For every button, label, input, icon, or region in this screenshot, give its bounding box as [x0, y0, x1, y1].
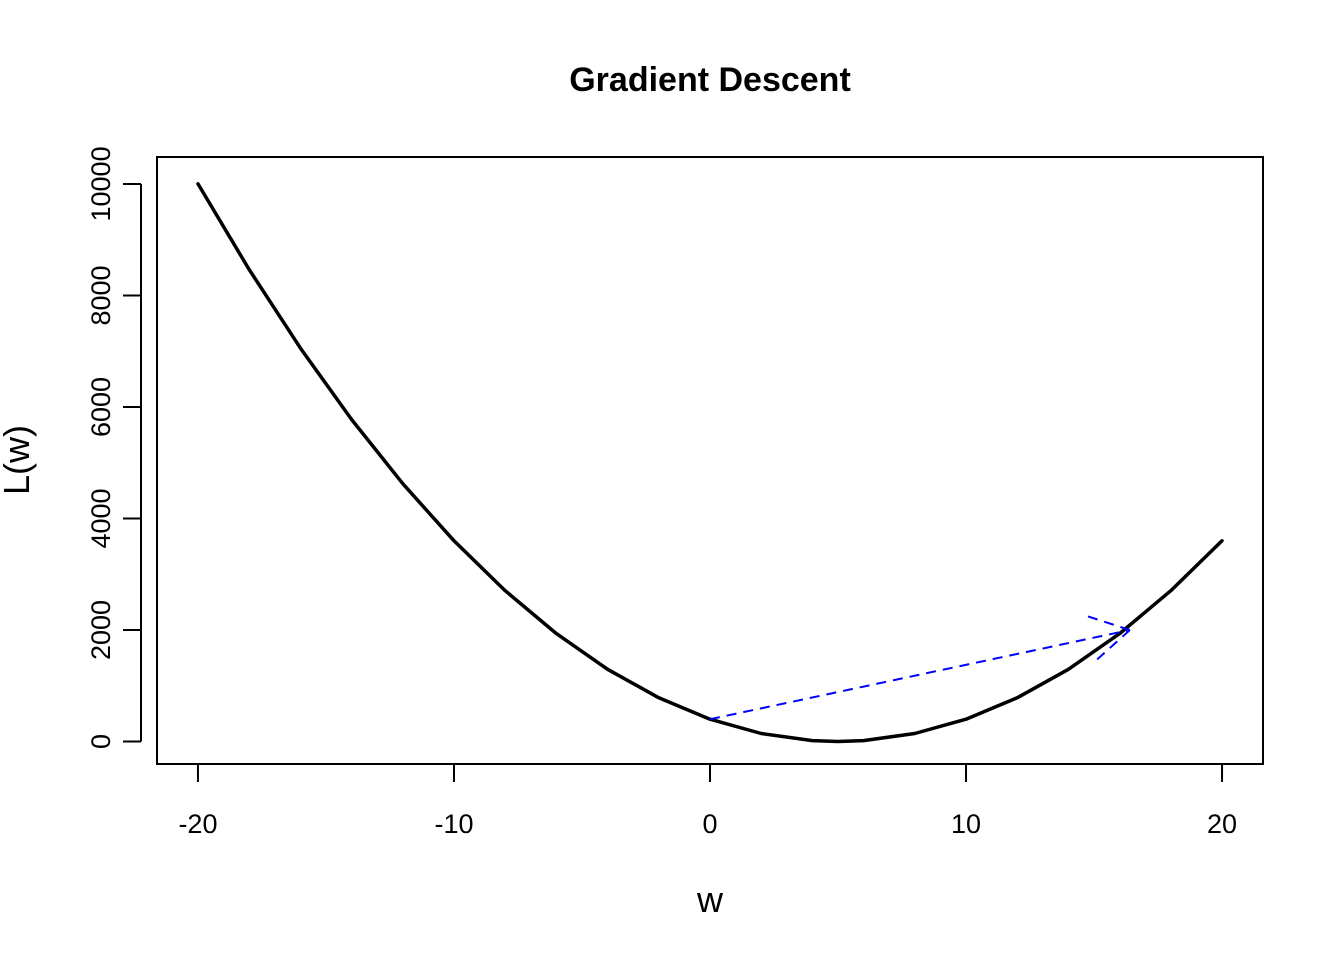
arrow-head-stroke	[1093, 629, 1131, 663]
y-tick-label: 10000	[86, 146, 116, 221]
y-tick-label: 2000	[86, 600, 116, 660]
x-axis-label: w	[696, 879, 724, 920]
x-tick-label: 0	[702, 809, 717, 839]
x-tick-label: 10	[951, 809, 981, 839]
plot-frame	[156, 156, 1264, 765]
gradient-step-arrow	[709, 629, 1131, 721]
y-axis-label: L(w)	[0, 425, 37, 495]
y-tick-label: 0	[86, 734, 116, 749]
plot-area	[196, 182, 1224, 744]
y-tick-label: 8000	[86, 265, 116, 325]
loss-curve-line	[196, 182, 1224, 744]
x-tick-label: -20	[178, 809, 217, 839]
y-axis: 0 2000 4000 6000 8000 10000	[86, 146, 142, 749]
x-tick-label: -10	[434, 809, 473, 839]
y-tick-label: 6000	[86, 377, 116, 437]
arrow-head-stroke	[1083, 614, 1131, 631]
x-tick-label: 20	[1207, 809, 1237, 839]
chart-title: Gradient Descent	[569, 61, 851, 99]
x-axis: -20 -10 0 10 20	[178, 763, 1237, 839]
y-tick-label: 4000	[86, 488, 116, 548]
